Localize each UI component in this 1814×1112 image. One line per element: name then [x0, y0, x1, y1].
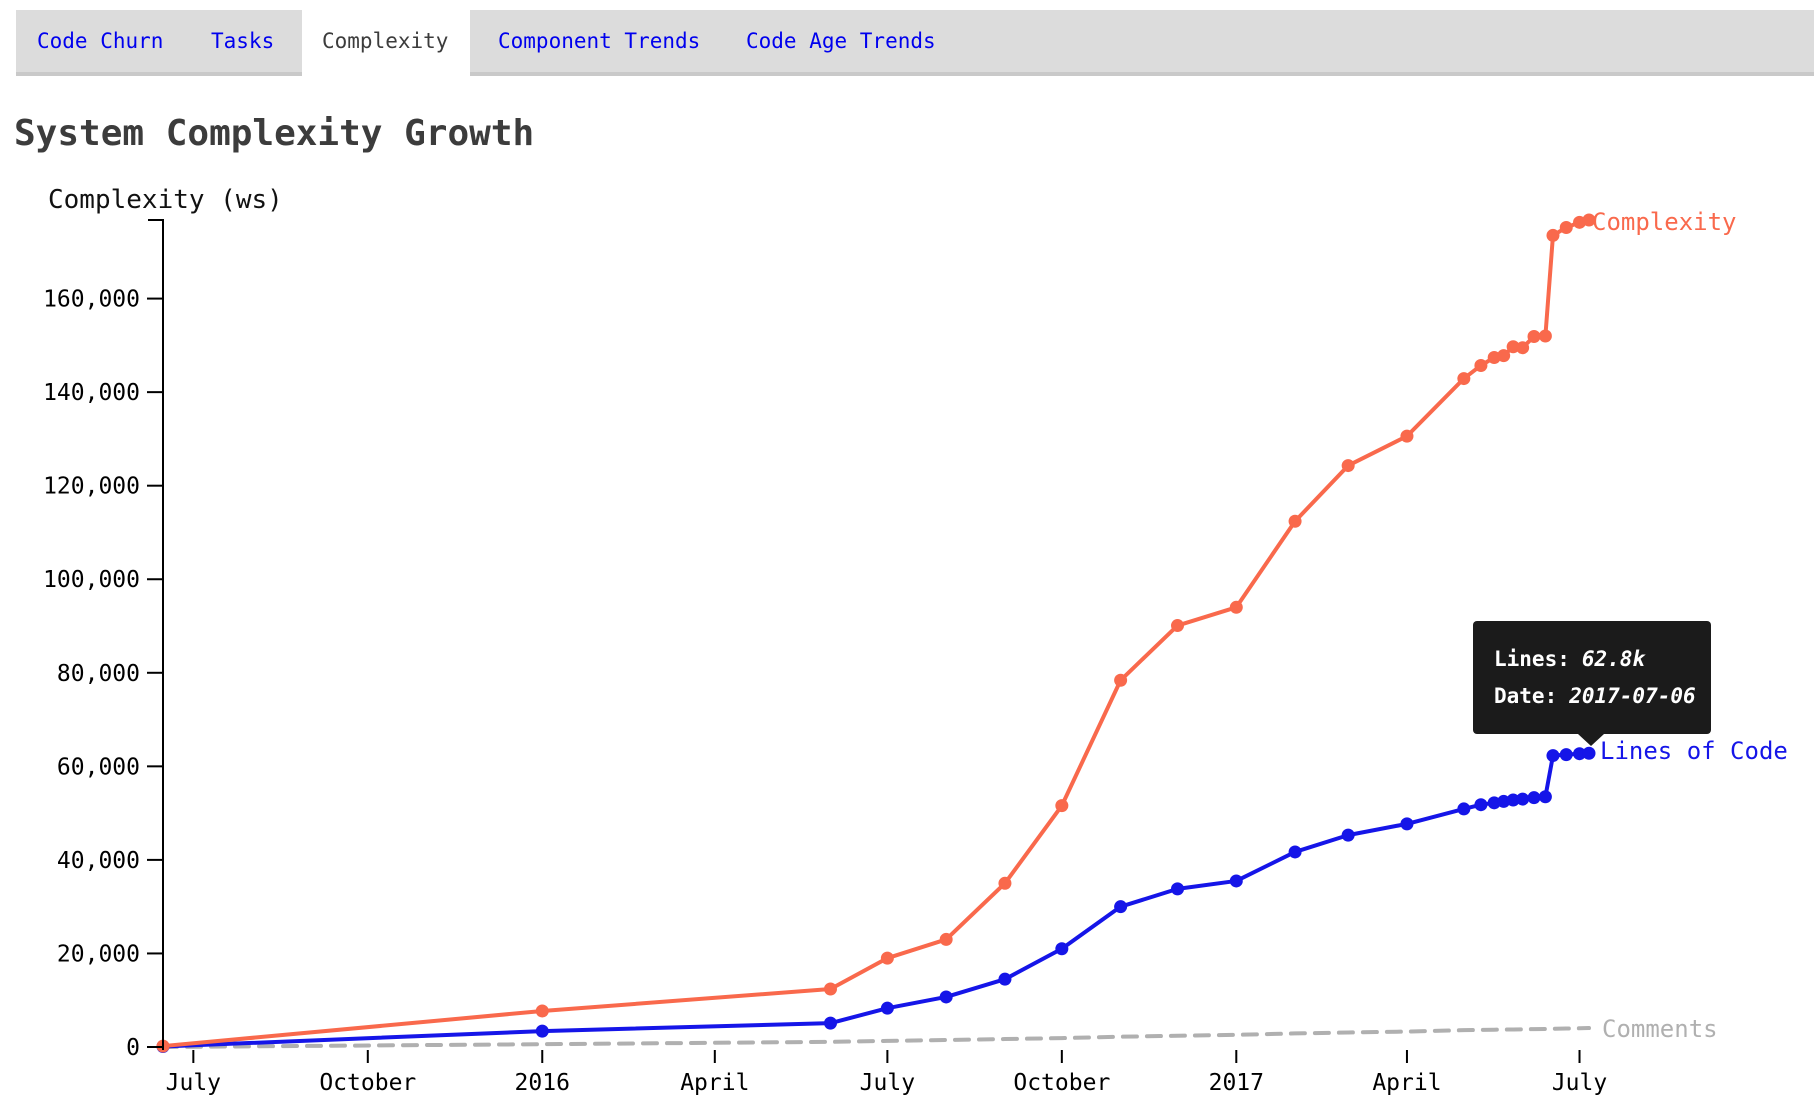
- tooltip-date-row: Date: 2017-07-06: [1494, 678, 1711, 715]
- tab-code-age-trends[interactable]: Code Age Trends: [746, 29, 936, 53]
- svg-text:160,000: 160,000: [43, 287, 140, 313]
- tooltip-lines-row: Lines: 62.8k: [1494, 641, 1711, 678]
- series-label-comments: Comments: [1602, 1015, 1718, 1043]
- tab-group-left: [16, 10, 302, 76]
- svg-text:120,000: 120,000: [43, 474, 140, 500]
- svg-text:40,000: 40,000: [57, 848, 140, 874]
- page-title: System Complexity Growth: [14, 113, 535, 154]
- tab-complexity[interactable]: Complexity: [322, 29, 449, 53]
- svg-text:2017: 2017: [1209, 1070, 1264, 1096]
- svg-text:100,000: 100,000: [43, 567, 140, 593]
- svg-text:20,000: 20,000: [57, 941, 140, 967]
- svg-text:July: July: [166, 1070, 221, 1096]
- svg-text:July: July: [1552, 1070, 1607, 1096]
- tooltip-date-label: Date:: [1494, 684, 1558, 708]
- svg-text:0: 0: [126, 1035, 140, 1061]
- svg-text:April: April: [1372, 1070, 1441, 1096]
- tooltip-pointer-arrow: [1578, 734, 1604, 746]
- svg-text:2016: 2016: [515, 1070, 570, 1096]
- svg-text:April: April: [680, 1070, 749, 1096]
- tooltip-lines-value: 62.8k: [1581, 647, 1646, 671]
- svg-text:October: October: [1013, 1070, 1110, 1096]
- svg-text:60,000: 60,000: [57, 754, 140, 780]
- tooltip-lines-label: Lines:: [1494, 647, 1570, 671]
- svg-text:July: July: [860, 1070, 915, 1096]
- series-label-lines-of-code: Lines of Code: [1600, 737, 1788, 765]
- tab-component-trends[interactable]: Component Trends: [498, 29, 701, 53]
- svg-text:October: October: [319, 1070, 416, 1096]
- svg-text:140,000: 140,000: [43, 380, 140, 406]
- datapoint-tooltip: Lines: 62.8k Date: 2017-07-06: [1473, 621, 1711, 746]
- series-label-complexity: Complexity: [1592, 208, 1737, 236]
- tab-code-churn[interactable]: Code Churn: [37, 29, 164, 53]
- tab-tasks[interactable]: Tasks: [211, 29, 275, 53]
- y-axis-label: Complexity (ws): [48, 185, 283, 215]
- tab-group-right: [470, 10, 1814, 76]
- svg-text:80,000: 80,000: [57, 661, 140, 687]
- tooltip-date-value: 2017-07-06: [1569, 684, 1696, 708]
